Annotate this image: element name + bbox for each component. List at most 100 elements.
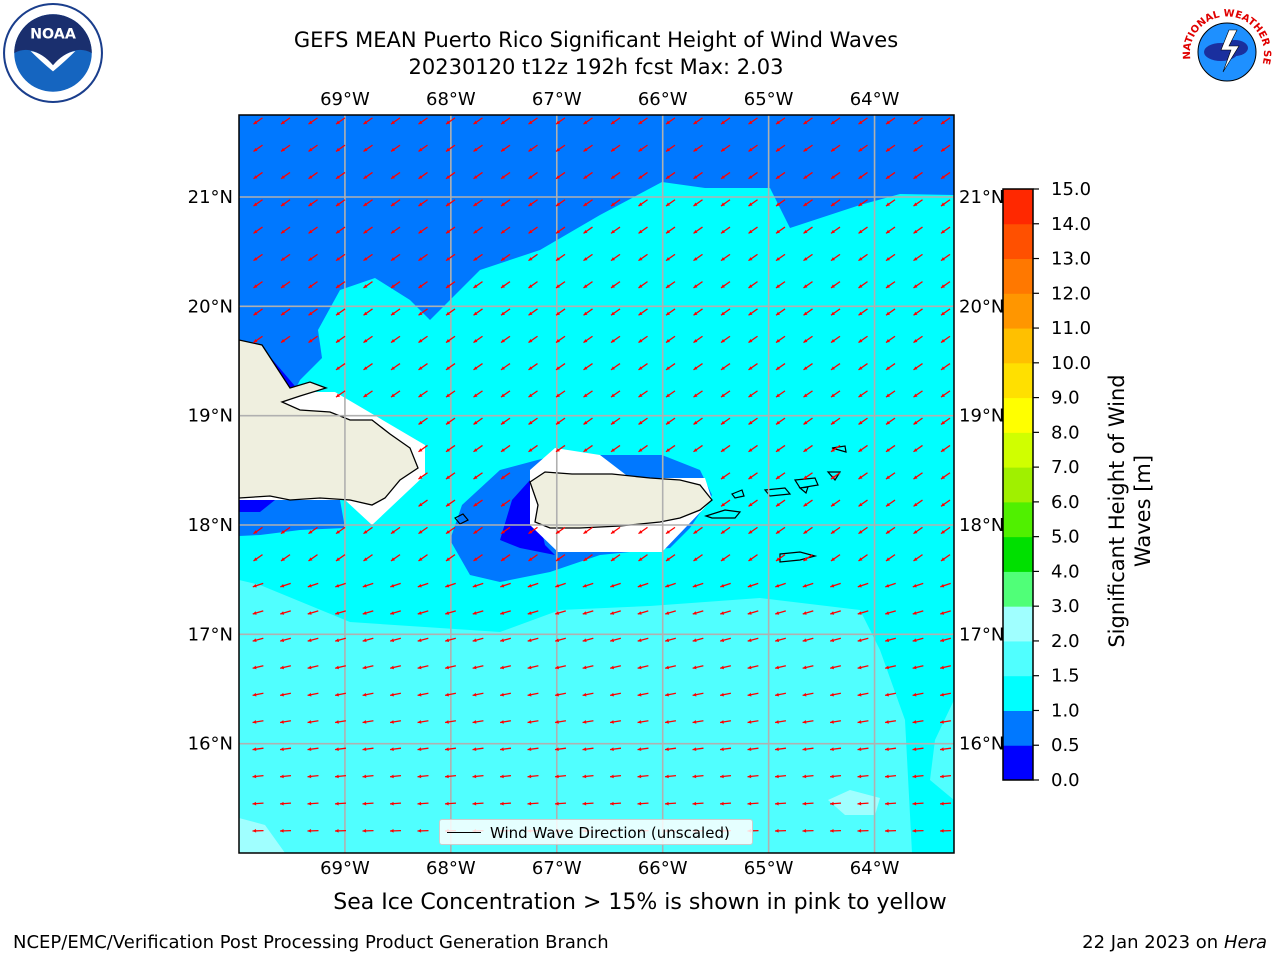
lat-tick-label-right: 21°N [959,187,1004,208]
colorbar-tick-label: 1.5 [1051,666,1080,687]
wind-wave-arrow [445,171,456,180]
wind-wave-arrow [362,747,374,751]
lat-tick-label-left: 19°N [188,406,233,427]
wind-wave-arrow [693,335,703,344]
lat-tick-label-left: 16°N [188,734,233,755]
wind-wave-arrow [554,665,567,670]
wind-wave-arrow [748,554,758,562]
wind-wave-arrow [334,829,347,833]
wind-wave-arrow [720,610,731,615]
wind-wave-arrow [774,692,787,697]
wind-wave-arrow [445,226,456,234]
wind-wave-arrow [720,582,731,588]
wind-wave-arrow [500,637,511,642]
wind-wave-arrow [858,281,868,289]
wind-wave-arrow [665,281,676,289]
colorbar-segment [1003,710,1033,746]
wind-wave-arrow [610,526,621,535]
colorbar-segment [1003,571,1033,607]
wind-wave-arrow [555,117,566,125]
wind-wave-arrow [775,444,786,453]
wind-wave-arrow [774,801,787,806]
wind-wave-arrow [638,253,648,262]
wind-wave-arrow [940,637,951,642]
wind-wave-arrow [939,801,952,806]
wind-wave-arrow [445,199,456,207]
wind-wave-arrow [638,526,648,535]
wind-wave-arrow [308,281,318,289]
wind-wave-arrow [418,144,428,152]
wind-wave-arrow [939,720,952,724]
wind-wave-arrow [500,610,511,615]
wind-wave-arrow [665,582,676,588]
wind-wave-arrow [665,226,676,234]
wind-wave-arrow [308,144,318,152]
wind-wave-arrow [555,417,566,425]
wind-wave-arrow [527,747,539,751]
wind-wave-arrow [858,171,868,180]
wind-wave-arrow [802,610,814,615]
wind-wave-arrow [720,199,731,207]
map-frame [238,114,955,854]
wind-wave-arrow [912,610,924,615]
wind-wave-arrow [253,335,263,344]
wind-wave-arrow [720,554,731,562]
wind-wave-arrow [499,665,512,670]
wind-wave-arrow [473,144,483,152]
colorbar-tick-label: 8.0 [1051,422,1080,443]
wind-wave-arrow [940,499,951,507]
wind-wave-arrow [609,747,622,751]
wind-wave-arrow [583,199,593,207]
wind-wave-arrow [637,801,649,806]
wind-wave-arrow [775,144,786,152]
wind-wave-arrow [279,692,292,697]
wind-wave-arrow [445,526,456,535]
wind-wave-arrow [334,774,347,779]
wind-wave-arrow [499,692,512,697]
wind-wave-arrow [748,417,758,425]
wind-wave-arrow [610,335,621,344]
land-puerto-rico [529,471,713,529]
wind-wave-arrow [583,526,593,535]
wind-wave-arrow [528,199,538,207]
wind-wave-arrow [693,199,703,207]
wind-wave-arrow [389,829,402,833]
wind-wave-arrow [252,665,264,670]
wind-wave-arrow [253,253,263,262]
wind-wave-arrow [748,226,758,234]
wind-wave-arrow [417,829,429,833]
wind-wave-arrow [610,637,621,642]
colorbar-segment [1003,675,1033,711]
wind-wave-arrow [720,226,731,234]
wind-wave-arrow [858,499,868,507]
colorbar-segment [1003,467,1033,503]
wind-wave-arrow [665,335,676,344]
wind-wave-arrow [390,117,401,125]
wind-wave-arrow [609,774,622,779]
wind-wave-arrow [279,720,292,724]
wave-band-2.0-3.0-b [828,790,880,815]
wind-wave-arrow [913,281,923,289]
wind-wave-arrow [308,199,318,207]
wind-wave-arrow [802,774,814,779]
wind-wave-arrow [858,526,868,535]
wind-wave-arrow [775,526,786,535]
sea-ice-note: Sea Ice Concentration > 15% is shown in … [333,890,947,915]
wind-wave-arrow [445,281,456,289]
wind-wave-arrow [335,610,346,615]
wind-wave-arrow [389,692,402,697]
wind-wave-arrow [253,308,263,316]
land-hispaniola [239,339,419,506]
wind-wave-arrow [527,665,539,670]
wind-wave-arrow [582,637,594,642]
wind-wave-arrow [610,117,621,125]
wind-wave-arrow [940,610,951,615]
lon-tick-label-top: 66°W [638,89,688,110]
wind-wave-arrow [665,253,676,262]
wind-wave-arrow [692,801,704,806]
wind-wave-arrow [803,444,813,453]
wind-wave-arrow [665,144,676,152]
wind-wave-arrow [803,226,813,234]
wind-wave-arrow [417,692,429,697]
wind-wave-arrow [830,582,841,588]
